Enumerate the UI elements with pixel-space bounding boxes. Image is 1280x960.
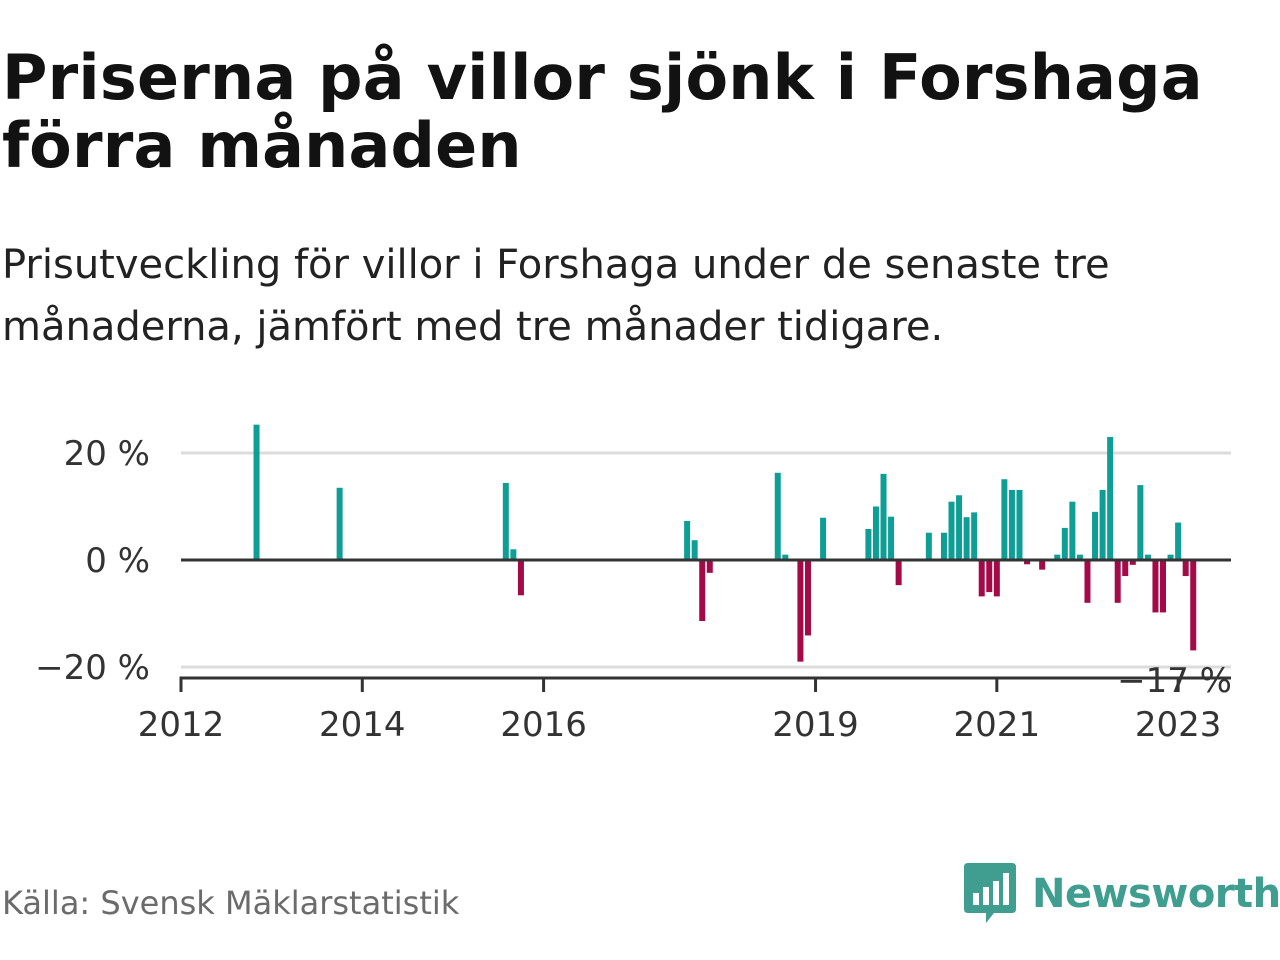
brand-name: Newsworthy xyxy=(1032,871,1280,917)
bar-2021-09 xyxy=(1054,554,1061,560)
bar-2019-11 xyxy=(888,516,895,560)
bar-2022-12 xyxy=(1167,554,1174,560)
bar-2022-08 xyxy=(1137,485,1144,560)
bar-2021-05 xyxy=(1024,560,1031,565)
bar-2022-05 xyxy=(1114,560,1121,603)
bar-2021-02 xyxy=(1001,479,1008,560)
bar-2022-06 xyxy=(1122,560,1129,577)
bar-2017-08 xyxy=(684,520,691,560)
y-tick-label: 20 % xyxy=(64,434,150,474)
bar-2020-08 xyxy=(956,495,963,560)
bar-2018-11 xyxy=(797,560,804,662)
bar-2018-08 xyxy=(774,472,781,560)
gridlines xyxy=(181,451,1231,669)
bar-2012-11 xyxy=(253,424,260,560)
bar-2021-10 xyxy=(1061,527,1068,560)
bar-2019-12 xyxy=(895,560,902,586)
x-tick-label: 2012 xyxy=(138,705,225,745)
bar-2023-03 xyxy=(1190,560,1197,651)
chart-subtitle: Prisutveckling för villor i Forshaga und… xyxy=(2,242,1110,350)
bar-2020-10 xyxy=(971,512,978,560)
newsworthy-logo-icon xyxy=(964,863,1016,923)
bar-2021-07 xyxy=(1039,560,1046,570)
bar-2019-02 xyxy=(820,517,827,560)
bar-2013-10 xyxy=(336,487,343,560)
source-note: Källa: Svensk Mäklarstatistik xyxy=(2,884,460,922)
x-tick-label: 2014 xyxy=(319,705,406,745)
bar-2020-12 xyxy=(986,560,993,593)
bar-chart: 20 % 0 % −20 % 2012 2014 2016 2019 2021 2023−17 … xyxy=(35,424,1232,745)
bar-2020-09 xyxy=(963,517,970,560)
bar-2023-02 xyxy=(1182,560,1189,577)
bars xyxy=(253,424,1197,662)
bar-2023-01 xyxy=(1175,522,1182,560)
y-tick-label: 0 % xyxy=(85,541,150,581)
bar-2020-06 xyxy=(940,532,947,560)
bar-2015-10 xyxy=(517,560,524,596)
x-tick-label: 2023 xyxy=(1135,705,1222,745)
bar-2022-09 xyxy=(1144,554,1151,560)
bar-2022-11 xyxy=(1160,560,1167,613)
bar-2022-01 xyxy=(1084,560,1091,603)
bar-2022-02 xyxy=(1092,511,1099,560)
bar-2018-09 xyxy=(782,554,789,560)
bar-2022-07 xyxy=(1129,560,1136,565)
bar-2021-11 xyxy=(1069,501,1076,560)
bar-2021-04 xyxy=(1016,489,1023,560)
bar-2017-09 xyxy=(691,540,698,560)
bar-2022-10 xyxy=(1152,560,1159,613)
bar-2015-08 xyxy=(502,482,509,560)
newsworthy-logo: Newsworthy xyxy=(964,862,1280,926)
bar-2020-11 xyxy=(978,560,985,597)
axes: 20 % 0 % −20 % 2012 2014 2016 2019 2021 2023−17 … xyxy=(35,434,1232,745)
last-value-label: −17 % xyxy=(1117,661,1232,701)
y-tick-label: −20 % xyxy=(35,648,150,688)
bar-2015-09 xyxy=(510,549,517,560)
bar-2021-12 xyxy=(1076,554,1083,560)
chart-title: Priserna på villor sjönk i Forshaga förr… xyxy=(2,41,1203,182)
bar-2022-04 xyxy=(1107,436,1114,560)
x-tick-label: 2016 xyxy=(500,705,587,745)
x-tick-label: 2019 xyxy=(772,705,859,745)
bar-2021-01 xyxy=(993,560,1000,597)
bar-2018-12 xyxy=(804,560,811,636)
bar-2020-07 xyxy=(948,501,955,560)
bar-2019-08 xyxy=(865,528,872,560)
bar-2017-11 xyxy=(706,560,713,573)
bar-2019-10 xyxy=(880,473,887,560)
x-tick-label: 2021 xyxy=(954,705,1041,745)
bar-2020-04 xyxy=(925,532,932,560)
bar-2022-03 xyxy=(1099,489,1106,560)
bar-2019-09 xyxy=(872,506,879,560)
chart-area: 20 % 0 % −20 % 2012 2014 2016 2019 2021 2023 −17 … xyxy=(0,400,1280,760)
bar-2017-10 xyxy=(699,560,706,621)
bar-2021-03 xyxy=(1008,489,1015,560)
